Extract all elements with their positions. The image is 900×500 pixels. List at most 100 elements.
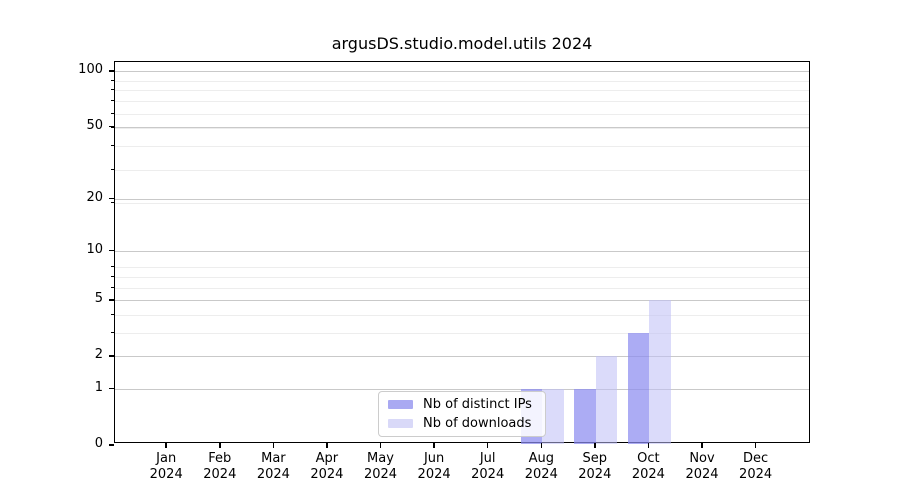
bar-distinct-ips-sep-2024	[574, 388, 596, 444]
x-tick-label-line: 2024	[417, 467, 451, 482]
x-tick-label-line: 2024	[363, 467, 398, 482]
gridline-minor	[115, 128, 809, 130]
x-tick-mark-jul-2024	[486, 443, 489, 448]
gridline-minor	[115, 80, 809, 82]
gridline-minor	[115, 314, 809, 316]
gridline-minor	[115, 113, 809, 115]
x-tick-label-line: 2024	[149, 467, 183, 482]
y-tick-label-10: 10	[86, 241, 103, 257]
plot-area	[114, 61, 810, 444]
x-tick-label-nov-2024: Nov 2024	[667, 451, 737, 483]
x-tick-label-line: Feb	[208, 451, 232, 466]
x-tick-mark-sep-2024	[594, 443, 596, 448]
x-tick-label-may-2024: May 2024	[346, 451, 416, 483]
y-tick-mark-1	[109, 387, 114, 390]
gridline-major-50	[115, 126, 809, 128]
gridline-minor	[115, 276, 809, 278]
y-tick-mark-20	[109, 197, 114, 199]
x-tick-label-line: 2024	[310, 467, 344, 482]
y-tick-label-0: 0	[94, 436, 103, 451]
x-tick-label-line: Dec	[743, 451, 769, 466]
y-tick-mark-0	[109, 444, 114, 446]
y-tick-label-1: 1	[94, 379, 103, 395]
legend-label-distinct-ips: Nb of distinct IPs	[423, 397, 532, 413]
y-tick-label-2: 2	[94, 347, 103, 363]
y-minor-tick-mark	[111, 331, 114, 333]
x-tick-label-line: Apr	[315, 451, 339, 466]
y-tick-label-5: 5	[94, 291, 103, 306]
y-minor-tick-mark	[111, 112, 114, 114]
x-tick-mark-apr-2024	[326, 443, 328, 448]
gridline-minor	[115, 332, 809, 334]
bar-downloads-oct-2024	[649, 300, 671, 444]
x-tick-mark-jun-2024	[433, 443, 435, 448]
x-tick-label-oct-2024: Oct 2024	[613, 451, 683, 483]
x-tick-label-line: Nov	[689, 451, 715, 466]
x-tick-label-line: 2024	[471, 467, 505, 482]
y-tick-mark-2	[109, 355, 114, 357]
y-minor-tick-mark	[111, 145, 114, 147]
x-tick-label-feb-2024: Feb 2024	[185, 451, 255, 483]
gridline-major-10	[115, 250, 809, 252]
gridline-minor	[115, 287, 809, 289]
legend-item-downloads: Nb of downloads	[388, 416, 537, 431]
x-tick-label-jun-2024: Jun 2024	[399, 451, 469, 483]
y-minor-tick-mark	[111, 201, 114, 203]
y-minor-tick-mark	[111, 266, 114, 268]
x-tick-label-jan-2024: Jan 2024	[131, 451, 201, 483]
x-tick-label-line: Jun	[423, 451, 445, 466]
x-tick-label-line: Jan	[156, 451, 177, 466]
gridline-minor	[115, 101, 809, 103]
y-minor-tick-mark	[111, 100, 114, 102]
legend-label-downloads: Nb of downloads	[423, 415, 532, 431]
y-minor-tick-mark	[111, 89, 114, 91]
x-tick-mark-mar-2024	[272, 443, 275, 448]
gridline-major-20	[115, 198, 809, 200]
x-tick-label-line: Jul	[479, 451, 496, 466]
gridline-minor	[115, 146, 809, 148]
x-tick-label-line: 2024	[631, 467, 665, 482]
x-tick-label-line: Oct	[637, 451, 660, 466]
x-tick-label-mar-2024: Mar 2024	[238, 451, 308, 483]
x-tick-label-apr-2024: Apr 2024	[292, 451, 362, 483]
chart-title: argusDS.studio.model.utils 2024	[331, 34, 593, 53]
y-tick-label-100: 100	[78, 62, 103, 78]
x-tick-label-line: 2024	[203, 467, 237, 482]
x-tick-label-sep-2024: Sep 2024	[560, 451, 630, 483]
legend: Nb of distinct IPs Nb of downloads	[378, 391, 546, 437]
x-tick-label-dec-2024: Dec 2024	[721, 451, 791, 483]
legend-item-distinct-ips: Nb of distinct IPs	[388, 397, 537, 412]
legend-swatch-downloads-icon	[388, 418, 413, 428]
bar-distinct-ips-oct-2024	[628, 332, 650, 444]
y-tick-mark-10	[109, 249, 114, 252]
x-tick-mark-nov-2024	[701, 443, 703, 448]
gridline-major-100	[115, 71, 809, 73]
x-tick-label-line: 2024	[739, 467, 773, 482]
x-tick-label-aug-2024: Aug 2024	[506, 451, 576, 483]
x-tick-label-line: May	[367, 451, 394, 466]
x-tick-mark-dec-2024	[754, 443, 757, 448]
gridline-minor	[115, 267, 809, 269]
y-tick-label-50: 50	[86, 117, 103, 133]
y-tick-mark-5	[109, 299, 114, 301]
x-tick-label-jul-2024: Jul 2024	[453, 451, 523, 483]
gridline-minor	[115, 169, 809, 171]
x-tick-mark-jan-2024	[165, 443, 167, 448]
x-tick-label-line: 2024	[524, 467, 558, 482]
x-tick-label-line: Aug	[528, 451, 554, 466]
x-tick-label-line: Mar	[261, 451, 286, 466]
x-tick-mark-oct-2024	[647, 443, 650, 448]
y-tick-label-20: 20	[86, 189, 103, 205]
gridline-minor	[115, 90, 809, 92]
gridline-major-5	[115, 300, 809, 301]
x-tick-label-line: Sep	[582, 451, 608, 466]
gridline-major-2	[115, 356, 809, 358]
y-minor-tick-mark	[111, 313, 114, 315]
y-minor-tick-mark	[111, 275, 114, 277]
y-minor-tick-mark	[111, 79, 114, 81]
bar-downloads-aug-2024	[542, 388, 564, 444]
y-tick-mark-50	[109, 125, 114, 128]
x-tick-mark-feb-2024	[219, 443, 221, 448]
x-tick-label-line: 2024	[256, 467, 290, 482]
